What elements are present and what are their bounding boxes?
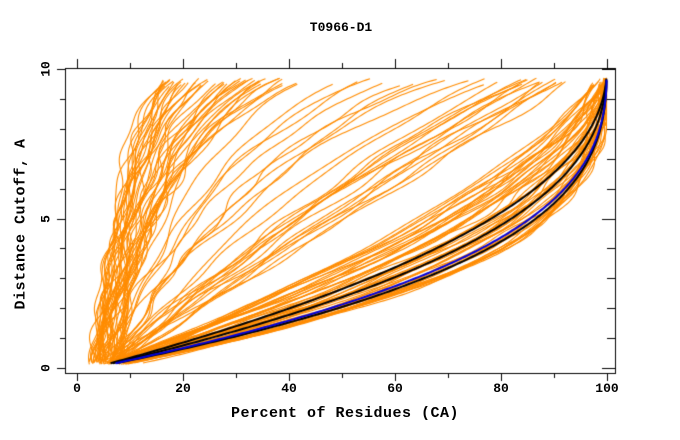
y-tick-label: 5 <box>38 214 54 223</box>
x-axis-label: Percent of Residues (CA) <box>230 405 460 422</box>
plot-title: T0966-D1 <box>309 20 373 35</box>
x-tick-label: 80 <box>493 381 509 396</box>
x-tick-label: 0 <box>73 381 81 396</box>
y-tick-label: 0 <box>38 364 54 372</box>
x-tick-label: 20 <box>175 381 191 396</box>
x-tick-label: 100 <box>595 381 619 396</box>
x-tick-label: 40 <box>281 381 297 396</box>
y-tick-label: 10 <box>38 61 54 77</box>
x-tick-label: 60 <box>387 381 403 396</box>
y-axis-label: Distance Cutoff, A <box>12 138 30 310</box>
